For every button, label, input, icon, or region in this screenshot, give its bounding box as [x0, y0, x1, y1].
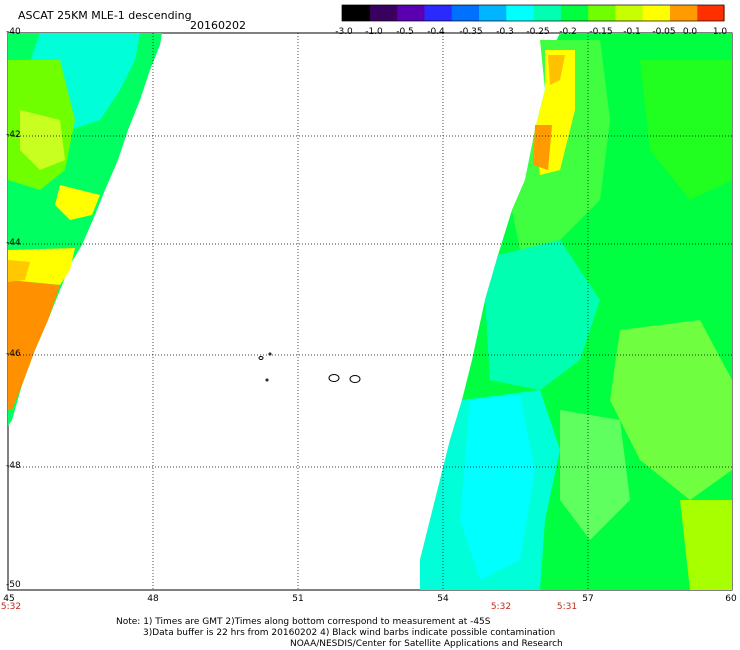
- colorbar-tick-label: -0.2: [559, 27, 577, 37]
- colorbar-tick-label: -3.0: [335, 27, 353, 37]
- colorbar-tick-label: -0.05: [652, 27, 676, 37]
- colorbar-swatch: [342, 5, 370, 21]
- lon-label: 57: [582, 594, 594, 604]
- colorbar-tick-label: -0.4: [427, 27, 445, 37]
- west-swath: [8, 33, 162, 426]
- island-outlines: [258, 352, 361, 383]
- colorbar-swatch: [451, 5, 480, 21]
- lon-label: 54: [437, 594, 449, 604]
- lon-label: 60: [725, 594, 737, 604]
- colorbar-swatch: [614, 5, 643, 21]
- lat-label: -50: [6, 580, 21, 590]
- colorbar-swatch: [587, 5, 616, 21]
- note-line-3: NOAA/NESDIS/Center for Satellite Applica…: [290, 639, 563, 649]
- colorbar-swatch: [369, 5, 398, 21]
- colorbar-swatch: [642, 5, 671, 21]
- lat-label: -46: [6, 349, 21, 359]
- chart-title: ASCAT 25KM MLE-1 descending: [18, 9, 192, 22]
- time-label: 5:32: [490, 602, 512, 612]
- lat-label: -48: [6, 461, 21, 471]
- colorbar-tick-label: -0.35: [459, 27, 483, 37]
- colorbar-swatch: [396, 5, 425, 21]
- colorbar-swatch: [423, 5, 452, 21]
- chart-date: 20160202: [190, 19, 246, 32]
- lon-label: 45: [3, 594, 15, 604]
- colorbar-swatch: [505, 5, 534, 21]
- colorbar-tick-label: 0.0: [682, 27, 698, 37]
- colorbar-swatch: [560, 5, 589, 21]
- note-line-2: 3)Data buffer is 22 hrs from 20160202 4)…: [143, 628, 556, 638]
- grid-lines: [8, 33, 732, 590]
- colorbar-swatch: [533, 5, 561, 21]
- lat-label: -42: [6, 130, 21, 140]
- note-line-1: Note: 1) Times are GMT 2)Times along bot…: [116, 617, 491, 627]
- colorbar-tick-label: -0.5: [396, 27, 414, 37]
- colorbar-tick-label: -0.3: [496, 27, 514, 37]
- east-swath: [420, 33, 732, 590]
- colorbar-tick-label: -0.1: [623, 27, 641, 37]
- colorbar-tick-label: -1.0: [365, 27, 383, 37]
- lon-label: 48: [147, 594, 159, 604]
- colorbar-tick-label: -0.25: [526, 27, 550, 37]
- colorbar-tick-label: -0.15: [589, 27, 613, 37]
- colorbar-swatch: [669, 5, 698, 21]
- time-label: 5:31: [556, 602, 578, 612]
- lon-label: 51: [292, 594, 304, 604]
- colorbar: [341, 4, 725, 22]
- lat-label: -44: [6, 238, 21, 248]
- time-label: 5:32: [0, 602, 22, 612]
- lat-label: -40: [6, 27, 21, 37]
- colorbar-swatch: [696, 5, 725, 21]
- colorbar-swatch: [478, 5, 507, 21]
- colorbar-tick-label: 1.0: [712, 27, 728, 37]
